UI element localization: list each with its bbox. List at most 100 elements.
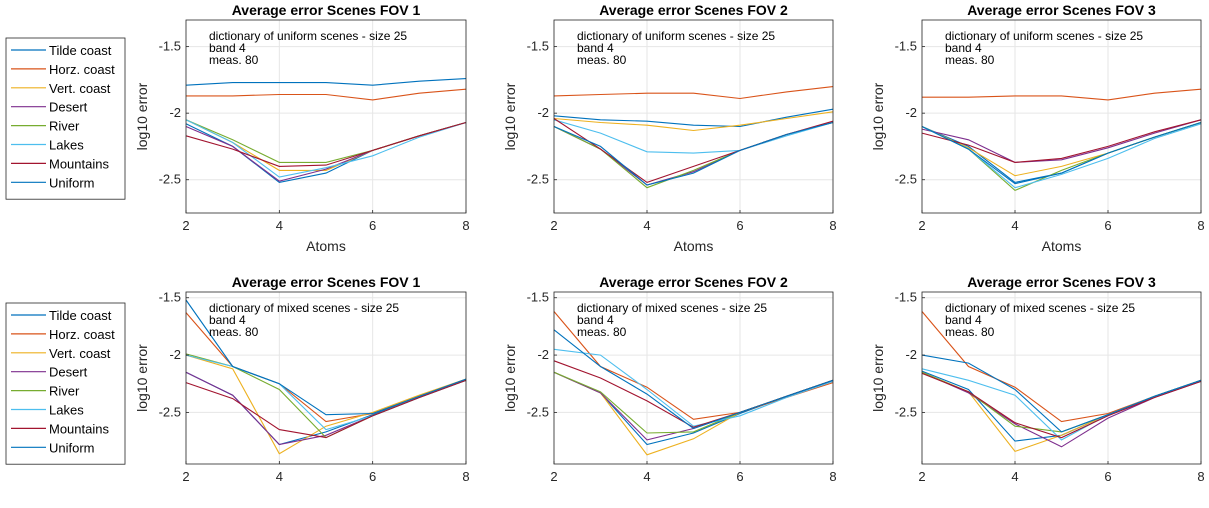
x-axis-label: Atoms bbox=[306, 238, 346, 254]
axes-frame bbox=[185, 291, 467, 465]
x-tick-label: 6 bbox=[736, 469, 743, 484]
x-tick-label: 6 bbox=[369, 469, 376, 484]
y-axis-label: log10 error bbox=[870, 344, 886, 412]
legend-entry: Desert bbox=[49, 365, 88, 380]
series-line-mountains bbox=[921, 372, 1202, 439]
series-line-tilde-coast bbox=[553, 108, 834, 128]
annotation-text: meas. 80 bbox=[577, 325, 627, 339]
y-tick-label: -2 bbox=[537, 105, 549, 120]
y-axis-label: log10 error bbox=[870, 82, 886, 150]
y-axis-label: log10 error bbox=[134, 82, 150, 150]
y-tick-label: -2 bbox=[169, 347, 181, 362]
annotation-text: band 4 bbox=[945, 313, 982, 327]
legend-entry: Mountains bbox=[49, 421, 109, 436]
x-tick-label: 4 bbox=[276, 218, 283, 233]
y-tick-label: -1.5 bbox=[159, 290, 181, 305]
chart-panel-1: 2 4 6 8 -1.5 -2 -2.5 Average error Scenes FOV 1… bbox=[134, 2, 470, 254]
y-axis-label: log10 error bbox=[502, 82, 518, 150]
series-line-horz-coast bbox=[186, 88, 467, 101]
axes-frame bbox=[921, 291, 1202, 465]
x-tick-label: 4 bbox=[643, 469, 650, 484]
plot-area bbox=[922, 20, 1201, 213]
x-tick-label: 2 bbox=[550, 218, 557, 233]
annotation-text: band 4 bbox=[209, 313, 246, 327]
series-line-uniform bbox=[921, 354, 1202, 433]
y-tick-label: -1.5 bbox=[527, 39, 549, 54]
legend-entry: Uniform bbox=[49, 175, 95, 190]
legend-box bbox=[5, 37, 126, 200]
chart-panel-3: 2 4 6 8 -1.5 -2 -2.5 Average error Scenes FOV 3… bbox=[870, 2, 1205, 254]
chart-title: Average error Scenes FOV 1 bbox=[232, 2, 421, 18]
y-tick-label: -2.5 bbox=[895, 404, 917, 419]
x-tick-label: 8 bbox=[1197, 218, 1204, 233]
annotation-text: meas. 80 bbox=[209, 325, 259, 339]
series-line-uniform bbox=[921, 121, 1202, 185]
y-tick-label: -2.5 bbox=[527, 404, 549, 419]
legend-entry: Lakes bbox=[49, 138, 84, 153]
legend-box bbox=[5, 302, 126, 465]
legend-1: Tilde coast Horz. coast Vert. coast Desert R… bbox=[5, 37, 126, 200]
series-line-uniform bbox=[185, 299, 467, 416]
x-tick-label: 4 bbox=[643, 218, 650, 233]
chart-title: Average error Scenes FOV 2 bbox=[599, 274, 788, 290]
x-tick-label: 6 bbox=[1104, 469, 1111, 484]
y-tick-label: -1.5 bbox=[895, 290, 917, 305]
y-tick-label: -2.5 bbox=[159, 404, 181, 419]
x-tick-label: 2 bbox=[550, 469, 557, 484]
series-line-lakes bbox=[185, 119, 467, 178]
plot-area bbox=[186, 20, 466, 213]
legend-entry: Tilde coast bbox=[49, 43, 112, 58]
legend-entry: Lakes bbox=[49, 403, 84, 418]
annotation-text: meas. 80 bbox=[577, 53, 627, 67]
x-tick-label: 4 bbox=[1011, 218, 1018, 233]
series-line-vert-coast bbox=[553, 111, 834, 132]
x-tick-label: 8 bbox=[829, 218, 836, 233]
chart-panel-4: 2 4 6 8 -1.5 -2 -2.5 Average error Scenes FOV 1… bbox=[134, 274, 470, 484]
series-line-vert-coast bbox=[185, 354, 467, 455]
y-tick-label: -2.5 bbox=[895, 172, 917, 187]
chart-title: Average error Scenes FOV 3 bbox=[967, 274, 1156, 290]
series-line-mountains bbox=[185, 379, 467, 439]
y-tick-label: -2.5 bbox=[159, 172, 181, 187]
chart-title: Average error Scenes FOV 3 bbox=[967, 2, 1156, 18]
annotation-text: band 4 bbox=[945, 41, 982, 55]
legend-entry: River bbox=[49, 119, 80, 134]
legend-entry: Tilde coast bbox=[49, 308, 112, 323]
legend-entry: Mountains bbox=[49, 156, 109, 171]
annotation-text: meas. 80 bbox=[209, 53, 259, 67]
annotation-text: dictionary of mixed scenes - size 25 bbox=[209, 301, 399, 315]
x-axis-label: Atoms bbox=[1042, 238, 1082, 254]
x-tick-label: 4 bbox=[276, 469, 283, 484]
axes-frame bbox=[553, 291, 834, 465]
x-tick-label: 2 bbox=[918, 218, 925, 233]
plot-area bbox=[554, 20, 833, 213]
x-tick-label: 4 bbox=[1011, 469, 1018, 484]
series-line-uniform bbox=[553, 121, 834, 186]
chart-title: Average error Scenes FOV 2 bbox=[599, 2, 788, 18]
chart-panel-5: 2 4 6 8 -1.5 -2 -2.5 Average error Scenes FOV 2… bbox=[502, 274, 837, 484]
y-tick-label: -1.5 bbox=[527, 290, 549, 305]
y-axis-label: log10 error bbox=[134, 344, 150, 412]
axes-frame bbox=[185, 19, 467, 214]
x-tick-label: 8 bbox=[462, 469, 469, 484]
annotation-text: dictionary of uniform scenes - size 25 bbox=[577, 29, 775, 43]
series-line-uniform bbox=[553, 329, 834, 430]
annotation-text: dictionary of uniform scenes - size 25 bbox=[209, 29, 407, 43]
annotation-text: band 4 bbox=[577, 313, 614, 327]
series-line-horz-coast bbox=[553, 86, 834, 100]
legend-entry: Horz. coast bbox=[49, 62, 115, 77]
legend-entry: Vert. coast bbox=[49, 346, 111, 361]
x-tick-label: 8 bbox=[1197, 469, 1204, 484]
x-axis-label: Atoms bbox=[674, 238, 714, 254]
y-tick-label: -2 bbox=[905, 105, 917, 120]
y-tick-label: -2 bbox=[169, 105, 181, 120]
y-tick-label: -2.5 bbox=[527, 172, 549, 187]
x-tick-label: 2 bbox=[918, 469, 925, 484]
axes-frame bbox=[921, 19, 1202, 214]
series-line-horz-coast bbox=[922, 88, 1202, 101]
x-tick-label: 6 bbox=[736, 218, 743, 233]
annotation-text: dictionary of mixed scenes - size 25 bbox=[945, 301, 1135, 315]
annotation-text: dictionary of uniform scenes - size 25 bbox=[945, 29, 1143, 43]
annotation-text: dictionary of mixed scenes - size 25 bbox=[577, 301, 767, 315]
legend-2: Tilde coast Horz. coast Vert. coast Desert R… bbox=[5, 302, 126, 465]
